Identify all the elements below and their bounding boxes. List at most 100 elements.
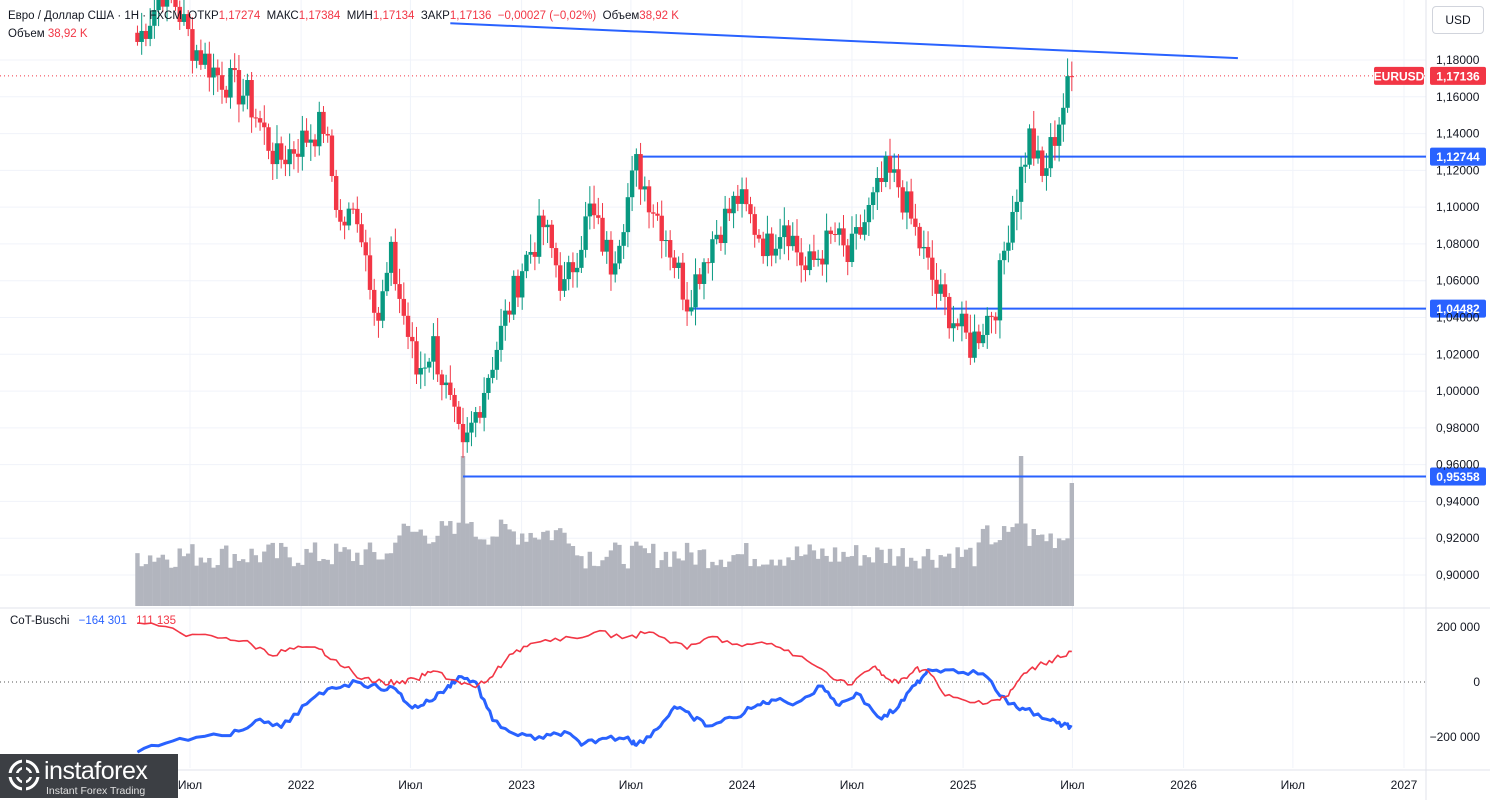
candle (756, 229, 762, 243)
candle-body (976, 331, 981, 344)
time-tick-label: 2027 (1391, 778, 1418, 792)
candle (367, 237, 373, 300)
time-tick-label: Июл (619, 778, 643, 792)
level-label-text: 1,12744 (1436, 150, 1480, 164)
candle (993, 312, 998, 334)
volume-bar (596, 566, 601, 606)
volume-bar (735, 554, 741, 606)
candle (697, 268, 702, 290)
candle (955, 318, 960, 331)
volume-bar (558, 528, 563, 606)
volume-bar (236, 560, 242, 606)
volume-bar (465, 523, 470, 606)
candle (1001, 241, 1007, 275)
candle-body (350, 208, 356, 210)
volume-bar (224, 545, 229, 606)
candle-body (519, 271, 525, 298)
candle (832, 222, 838, 243)
time-tick-label: 2022 (288, 778, 315, 792)
volume-bar (752, 558, 757, 606)
candle-body (486, 377, 491, 393)
candle (583, 201, 588, 258)
candle-body (198, 50, 204, 65)
candle (638, 142, 643, 205)
candle (837, 222, 842, 246)
symbol-tag: EURUSD (1374, 69, 1425, 83)
candle-body (925, 246, 931, 258)
candle-body (1006, 242, 1011, 251)
volume-bar (1014, 523, 1020, 606)
volume-bars (135, 456, 1075, 606)
candle (570, 252, 576, 288)
volume-bar (308, 552, 313, 606)
volume-bar (634, 541, 639, 606)
level-label-text: 0,95358 (1436, 470, 1480, 484)
volume-bar (515, 544, 521, 606)
candle (388, 236, 394, 286)
candle-body (384, 272, 390, 292)
candle (185, 10, 191, 37)
volume-legend[interactable]: Объем 38,92 K (8, 28, 88, 40)
candle (562, 261, 567, 297)
volume-bar (228, 567, 233, 606)
candle (968, 314, 973, 365)
currency-button[interactable]: USD (1432, 6, 1484, 34)
candle (486, 374, 491, 400)
volume-bar (883, 563, 888, 606)
candle (646, 179, 652, 229)
candle (921, 230, 927, 260)
candle-body (224, 89, 229, 98)
candle (672, 250, 677, 279)
volume-bar (532, 537, 538, 606)
candle-body (1052, 137, 1058, 146)
candle (608, 231, 614, 291)
candle (769, 227, 774, 267)
candle (807, 244, 812, 276)
candle-body (613, 263, 618, 275)
candle-body (904, 191, 910, 213)
candle (985, 307, 990, 349)
candle-body (921, 246, 927, 249)
candle (236, 55, 242, 123)
volume-bar (777, 559, 783, 606)
volume-bar (283, 546, 288, 606)
candle (317, 101, 322, 156)
volume-bar (976, 542, 981, 606)
price-tick-label: 1,08000 (1436, 237, 1480, 251)
volume-bar (782, 565, 787, 606)
candle-body (896, 169, 901, 188)
volume-bar (338, 551, 343, 606)
candle (469, 411, 474, 447)
candle-body (1056, 124, 1062, 146)
price-tick-label: 1,10000 (1436, 200, 1480, 214)
candle (1056, 117, 1062, 162)
candle (156, 0, 161, 27)
instaforex-logo-icon (8, 759, 40, 791)
candle-body (228, 68, 233, 98)
volume-bar (651, 543, 656, 606)
candle (300, 115, 305, 171)
candle (925, 231, 931, 270)
candle (917, 222, 922, 256)
candle (245, 73, 250, 110)
volume-bar (266, 544, 271, 606)
volume-bar (566, 543, 571, 606)
candle-body (257, 118, 263, 123)
candle (1006, 225, 1011, 263)
volume-bar (591, 565, 597, 606)
candle (376, 306, 381, 338)
candle-body (312, 139, 318, 147)
price-tick-label: 0,94000 (1436, 494, 1480, 508)
candle (308, 124, 313, 161)
candle-body (1069, 76, 1075, 78)
indicator-legend[interactable]: CoT-Buschi −164 301 111 135 (10, 615, 176, 627)
candle (443, 374, 449, 399)
candle-body (215, 67, 220, 76)
candle (845, 238, 850, 276)
time-tick-label: Июл (840, 778, 864, 792)
volume-bar (722, 566, 728, 606)
symbol-name[interactable]: Евро / Доллар США (8, 10, 115, 22)
candle (621, 224, 626, 259)
candle (536, 199, 542, 264)
